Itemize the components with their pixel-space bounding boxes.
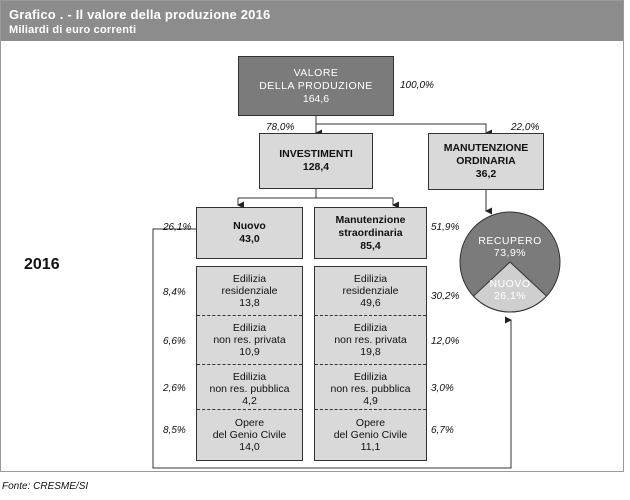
manut-straord-line2: straordinaria bbox=[338, 226, 403, 239]
nuovo-segment-genio-civile: Opere del Genio Civile 14,0 bbox=[197, 410, 302, 460]
nuovo-non-res-privata-pct: 6,6% bbox=[163, 336, 186, 347]
segment-line1: Edilizia bbox=[232, 322, 267, 334]
segment-line1: Opere bbox=[355, 417, 386, 429]
manut-segment-residenziale: Edilizia residenziale 49,6 bbox=[315, 267, 426, 315]
segment-value: 4,2 bbox=[242, 395, 257, 407]
investimenti-pct: 78,0% bbox=[266, 122, 295, 133]
manut-non-res-privata-pct: 12,0% bbox=[431, 336, 460, 347]
manutenzione-ordinaria-line1: MANUTENZIONE bbox=[443, 142, 529, 154]
nuovo-genio-civile-pct: 8,5% bbox=[163, 425, 186, 436]
segment-line2: non res. pubblica bbox=[330, 383, 411, 395]
nuovo-label: Nuovo bbox=[233, 220, 266, 232]
segment-line1: Opere bbox=[234, 417, 265, 429]
segment-value: 10,9 bbox=[239, 346, 260, 358]
segment-line2: non res. pubblica bbox=[209, 383, 290, 395]
source-note: Fonte: CRESME/SI bbox=[2, 481, 89, 492]
segment-value: 49,6 bbox=[360, 297, 381, 309]
manut-non-res-pubblica-pct: 3,0% bbox=[431, 383, 454, 394]
valore-line1: VALORE bbox=[293, 66, 339, 79]
divider bbox=[197, 409, 302, 410]
valore-produzione-box: VALORE DELLA PRODUZIONE 164,6 bbox=[238, 56, 394, 116]
segment-value: 19,8 bbox=[360, 346, 381, 358]
manutenzione-straordinaria-box: Manutenzione straordinaria 85,4 bbox=[314, 207, 427, 259]
recupero-label: RECUPERO 73,9% bbox=[470, 235, 550, 259]
segment-line1: Edilizia bbox=[232, 371, 267, 383]
segment-line2: del Genio Civile bbox=[333, 429, 408, 441]
investimenti-label: INVESTIMENTI bbox=[279, 148, 353, 160]
segment-line2: non res. privata bbox=[334, 334, 407, 346]
segment-line1: Edilizia bbox=[353, 371, 388, 383]
divider bbox=[315, 315, 426, 316]
valore-value: 164,6 bbox=[302, 92, 330, 105]
nuovo-segment-residenziale: Edilizia residenziale 13,8 bbox=[197, 267, 302, 315]
segment-line1: Edilizia bbox=[353, 322, 388, 334]
manut-genio-civile-pct: 6,7% bbox=[431, 425, 454, 436]
nuovo-segment-non-res-privata: Edilizia non res. privata 10,9 bbox=[197, 316, 302, 364]
manut-residenziale-pct: 30,2% bbox=[431, 291, 460, 302]
investimenti-value: 128,4 bbox=[302, 161, 330, 173]
segment-line2: del Genio Civile bbox=[212, 429, 287, 441]
divider bbox=[315, 409, 426, 410]
segment-value: 11,1 bbox=[360, 441, 381, 453]
divider bbox=[315, 364, 426, 365]
manut-segment-genio-civile: Opere del Genio Civile 11,1 bbox=[315, 410, 426, 460]
manutenzione-ordinaria-pct: 22,0% bbox=[511, 122, 540, 133]
manut-segment-non-res-pubblica: Edilizia non res. pubblica 4,9 bbox=[315, 365, 426, 413]
recupero-value-text: 73,9% bbox=[493, 247, 527, 259]
nuovo-box: Nuovo 43,0 bbox=[196, 207, 303, 259]
segment-line2: residenziale bbox=[221, 285, 278, 297]
chart-subtitle: Miliardi di euro correnti bbox=[9, 24, 137, 36]
segment-line2: non res. privata bbox=[213, 334, 286, 346]
nuovo-circle-value-text: 26,1% bbox=[493, 290, 527, 302]
manutenzione-ordinaria-value: 36,2 bbox=[475, 168, 497, 180]
nuovo-segment-non-res-pubblica: Edilizia non res. pubblica 4,2 bbox=[197, 365, 302, 413]
manut-straord-value: 85,4 bbox=[360, 239, 381, 252]
recupero-label-text: RECUPERO bbox=[478, 235, 542, 247]
arrow-valore-manutenzione-ordinaria bbox=[316, 123, 492, 137]
nuovo-pct: 26,1% bbox=[163, 222, 192, 233]
manutenzione-ordinaria-line2: ORDINARIA bbox=[456, 155, 516, 167]
segment-value: 14,0 bbox=[239, 441, 260, 453]
nuovo-value: 43,0 bbox=[239, 233, 260, 245]
nuovo-breakdown-box: Edilizia residenziale 13,8 Edilizia non … bbox=[196, 266, 303, 461]
manut-breakdown-box: Edilizia residenziale 49,6 Edilizia non … bbox=[314, 266, 427, 461]
nuovo-residenziale-pct: 8,4% bbox=[163, 287, 186, 298]
manut-straord-line1: Manutenzione bbox=[335, 213, 406, 226]
valore-line2: DELLA PRODUZIONE bbox=[259, 79, 373, 92]
divider bbox=[197, 315, 302, 316]
divider bbox=[197, 364, 302, 365]
segment-line1: Edilizia bbox=[353, 273, 388, 285]
segment-value: 13,8 bbox=[239, 297, 260, 309]
investimenti-box: INVESTIMENTI 128,4 bbox=[259, 133, 373, 189]
chart-title: Grafico . - Il valore della produzione 2… bbox=[9, 7, 271, 22]
nuovo-circle-label: NUOVO 26,1% bbox=[470, 278, 550, 302]
manutenzione-ordinaria-box: MANUTENZIONE ORDINARIA 36,2 bbox=[428, 133, 544, 190]
segment-line2: residenziale bbox=[342, 285, 399, 297]
nuovo-non-res-pubblica-pct: 2,6% bbox=[163, 383, 186, 394]
manut-segment-non-res-privata: Edilizia non res. privata 19,8 bbox=[315, 316, 426, 364]
header-bar: Grafico . - Il valore della produzione 2… bbox=[1, 1, 623, 41]
line-nuovo-to-circle bbox=[152, 228, 512, 469]
circle-nuovo-slice bbox=[472, 261, 548, 313]
valore-pct: 100,0% bbox=[400, 80, 434, 91]
segment-value: 4,9 bbox=[363, 395, 378, 407]
segment-line1: Edilizia bbox=[232, 273, 267, 285]
manut-straord-pct: 51,9% bbox=[431, 222, 460, 233]
year-label: 2016 bbox=[24, 256, 60, 273]
nuovo-circle-label-text: NUOVO bbox=[489, 278, 531, 290]
